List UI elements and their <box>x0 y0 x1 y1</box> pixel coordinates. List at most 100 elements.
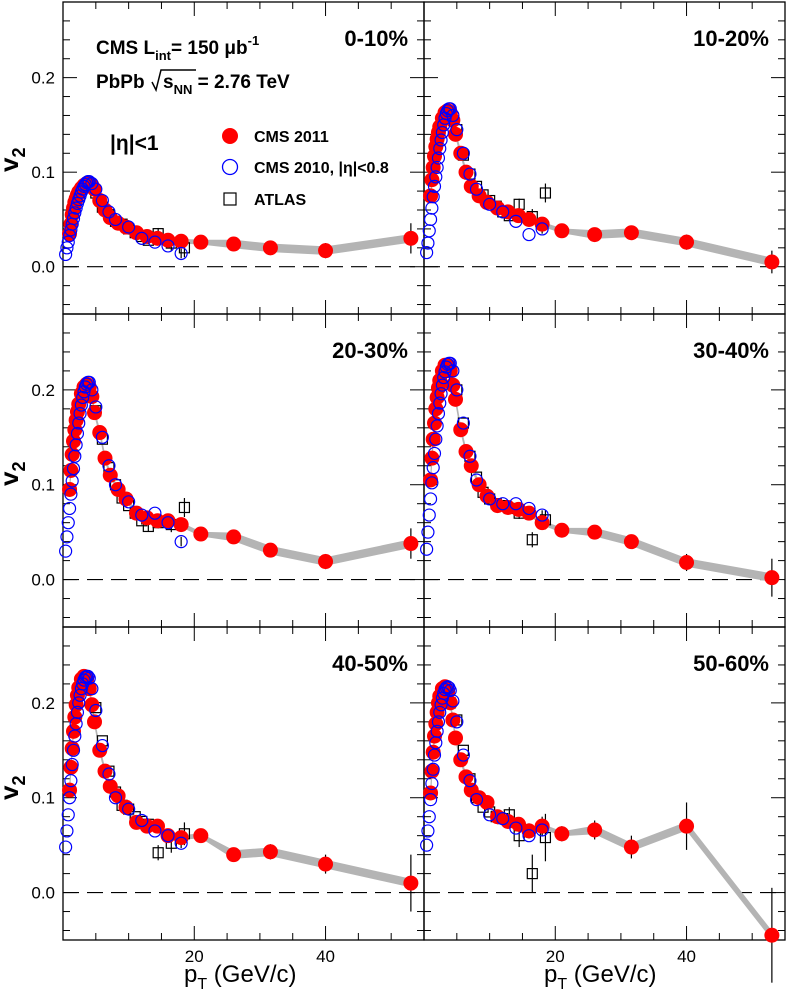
cms2010-point <box>433 705 447 719</box>
energy-text: PbPb sNN = 2.76 TeV <box>96 69 290 97</box>
cms2011-point <box>160 513 176 529</box>
cms2010-point <box>446 108 460 123</box>
cms2010-point <box>522 227 536 242</box>
cms2010-point <box>420 542 434 556</box>
cms2010-point <box>74 398 88 412</box>
panel-0-10%: 0.0 0.1 0.2 0-10% <box>31 1 425 315</box>
cms2010-point <box>73 406 87 421</box>
cms2010-point <box>135 813 149 828</box>
cms2010-point <box>441 104 455 118</box>
cms2011-point <box>97 450 113 466</box>
cms2011-point <box>534 216 550 232</box>
cms2011-point <box>679 818 695 834</box>
legend: CMS 2011 CMS 2010, |η|<0.8 ATLAS <box>221 128 389 209</box>
cms2010-point <box>456 416 470 430</box>
cms2011-point <box>173 517 189 533</box>
cms2010-point <box>64 774 78 788</box>
cms2011-point <box>139 818 155 834</box>
cms2010-point <box>174 836 188 850</box>
ylabel-row2: v2 <box>0 462 29 486</box>
cms2010-point <box>61 516 75 530</box>
cms2011-point <box>587 822 603 838</box>
y-axis-label-row1: v2 <box>0 148 29 172</box>
cms2010-point <box>66 743 81 757</box>
cms2010-point <box>429 432 443 446</box>
cms2011-point <box>87 714 103 730</box>
cms2010-point <box>535 823 549 837</box>
x-tick-label: 40 <box>316 947 335 966</box>
y-tick-label: 0.1 <box>31 476 55 495</box>
cms2010-point <box>135 231 149 245</box>
legend-marker-cms2011 <box>222 128 238 144</box>
sqrt-s-text: sNN = 2.76 TeV <box>163 72 290 97</box>
xlabel-left: pT (GeV/c) <box>184 961 296 993</box>
cms2010-point <box>60 824 74 838</box>
cms2010-point <box>535 222 549 236</box>
panel-label: 0-10% <box>344 26 408 51</box>
cms2010-point <box>102 767 116 781</box>
cms2011-point <box>66 723 82 739</box>
cms2011-point <box>193 234 209 250</box>
cms2010-point <box>89 400 103 414</box>
cms2010-point <box>463 449 477 463</box>
cms2011-point <box>458 164 474 180</box>
panel-label: 10-20% <box>693 26 769 51</box>
cms2010-point <box>433 141 447 156</box>
cms2010-point <box>430 160 444 175</box>
cms2010-point <box>522 829 536 843</box>
cms2010-point <box>59 840 73 854</box>
atlas-point <box>539 187 552 199</box>
cms2010-point <box>435 125 449 140</box>
cms2010-point <box>427 446 442 461</box>
panel-20-30%: 0.0 0.1 0.2 20-30% <box>31 313 425 628</box>
cms2011-point <box>84 697 100 713</box>
cms2010-point <box>496 811 510 826</box>
xlabel-right: pT (GeV/c) <box>544 961 656 993</box>
cms2010-point <box>429 170 443 184</box>
atlas-point <box>152 847 164 859</box>
cms2010-point <box>509 821 523 835</box>
cms2010-point <box>76 390 90 405</box>
atlas-point <box>526 868 538 880</box>
cms2011-point <box>226 847 242 863</box>
cms2011-point <box>423 472 439 488</box>
cms2010-point <box>434 387 448 401</box>
cms2010-point <box>81 669 95 683</box>
cms2010-point <box>483 492 497 506</box>
cms2010-point <box>423 793 438 807</box>
cms2011-point <box>623 534 639 550</box>
cms2010-point <box>437 370 451 385</box>
x-tick-label: 20 <box>546 947 565 966</box>
cms2010-point <box>431 151 446 165</box>
cms2011-point <box>63 759 79 775</box>
panel-label: 30-40% <box>693 338 769 363</box>
cms2010-point <box>431 406 446 421</box>
cms2010-point <box>74 682 88 696</box>
cms2010-point <box>59 247 73 262</box>
cms2011-point <box>424 763 440 779</box>
cms2010-point <box>509 214 523 228</box>
cms2011-point <box>262 240 278 256</box>
cms2010-point <box>102 459 116 473</box>
cms2010-point <box>422 810 436 824</box>
cms2011-point <box>425 744 441 760</box>
y-axis-label-row2: v2 <box>0 462 29 486</box>
cms2010-point <box>420 838 434 852</box>
ylabel-row3: v2 <box>0 776 29 800</box>
cms2011-point <box>150 513 166 529</box>
cms2010-point <box>161 829 175 843</box>
cms2010-point <box>82 175 96 189</box>
x-tick-label: 40 <box>677 947 696 966</box>
cms2010-point <box>426 762 440 776</box>
cms2010-point <box>68 206 82 220</box>
cms2010-point <box>102 205 116 219</box>
sqrt-sign <box>151 69 196 93</box>
cms2011-point <box>534 515 550 531</box>
legend-marker-cms2010 <box>221 158 239 176</box>
cms2010-point <box>456 146 470 160</box>
cms2011-point <box>521 823 537 839</box>
cms2011-point <box>521 505 537 521</box>
cms2010-point <box>65 757 79 772</box>
cms2010-point <box>463 167 477 181</box>
